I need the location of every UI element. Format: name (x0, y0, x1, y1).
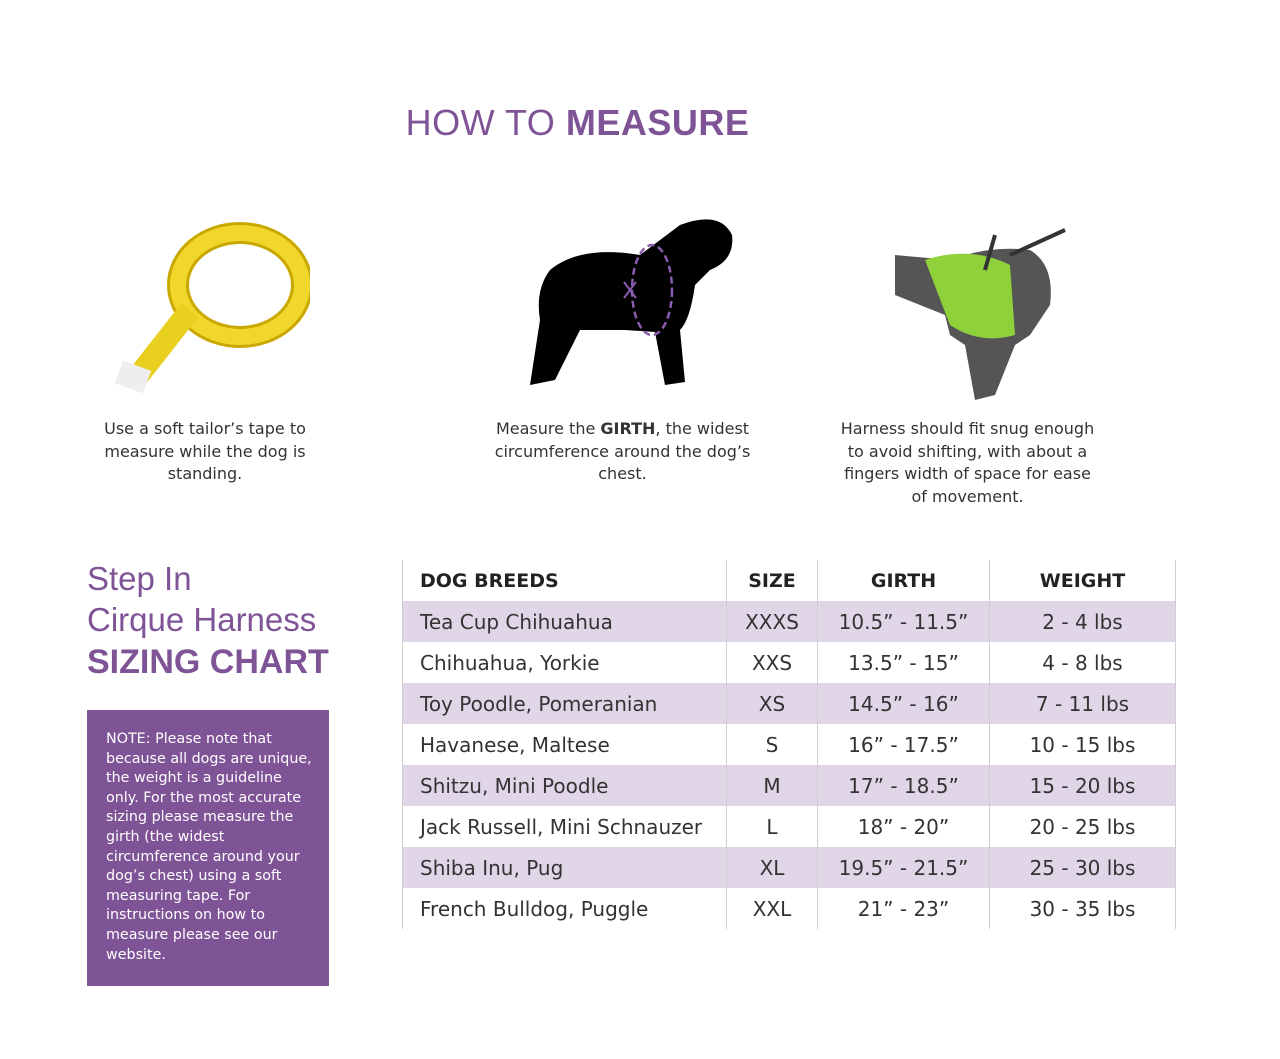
header-weight: WEIGHT (989, 560, 1176, 601)
cell-breed: Havanese, Maltese (402, 724, 727, 765)
caption-text: , the widest circumference around the do… (494, 419, 751, 483)
step-caption-harness: Harness should fit snug enough to avoid … (840, 419, 1095, 506)
table-header: DOG BREEDS SIZE GIRTH WEIGHT (402, 560, 1176, 601)
step-caption-girth: Measure the GIRTH, the widest circumfere… (485, 418, 760, 486)
title-bold: MEASURE (565, 102, 750, 143)
cell-breed: Chihuahua, Yorkie (402, 642, 727, 683)
table-row: Jack Russell, Mini Schnauzer L 18” - 20” 20… (402, 806, 1176, 847)
table-row: Chihuahua, Yorkie XXS 13.5” - 15” 4 - 8 lbs (402, 642, 1176, 683)
step-caption-tape: Use a soft tailor’s tape to measure whil… (104, 419, 306, 483)
dog-girth-icon (530, 219, 733, 385)
cell-weight: 30 - 35 lbs (989, 888, 1176, 929)
caption-bold: GIRTH (600, 419, 656, 438)
cell-size: XS (726, 683, 818, 724)
note-box: NOTE: Please note that because all dogs … (87, 710, 329, 986)
cell-weight: 4 - 8 lbs (989, 642, 1176, 683)
cell-girth: 10.5” - 11.5” (817, 601, 990, 642)
heading-line1: Step In (87, 560, 192, 597)
cell-size: XL (726, 847, 818, 888)
header-girth: GIRTH (817, 560, 990, 601)
header-size: SIZE (726, 560, 818, 601)
cell-weight: 2 - 4 lbs (989, 601, 1176, 642)
cell-girth: 16” - 17.5” (817, 724, 990, 765)
cell-size: XXXS (726, 601, 818, 642)
table-row: French Bulldog, Puggle XXL 21” - 23” 30 - 3… (402, 888, 1176, 929)
tape-measure-icon (114, 222, 310, 394)
table-row: Toy Poodle, Pomeranian XS 14.5” - 16” 7 - 1… (402, 683, 1176, 724)
cell-size: L (726, 806, 818, 847)
cell-breed: Toy Poodle, Pomeranian (402, 683, 727, 724)
cell-girth: 17” - 18.5” (817, 765, 990, 806)
dog-harness-icon (895, 228, 1066, 400)
cell-weight: 20 - 25 lbs (989, 806, 1176, 847)
cell-size: S (726, 724, 818, 765)
cell-weight: 10 - 15 lbs (989, 724, 1176, 765)
cell-breed: Shitzu, Mini Poodle (402, 765, 727, 806)
cell-breed: Jack Russell, Mini Schnauzer (402, 806, 727, 847)
cell-size: XXS (726, 642, 818, 683)
cell-girth: 18” - 20” (817, 806, 990, 847)
cell-weight: 15 - 20 lbs (989, 765, 1176, 806)
heading-line2: Cirque Harness (87, 601, 317, 638)
title-light: HOW TO (405, 102, 566, 143)
table-row: Havanese, Maltese S 16” - 17.5” 10 - 15 lbs (402, 724, 1176, 765)
cell-breed: Tea Cup Chihuahua (402, 601, 727, 642)
cell-girth: 19.5” - 21.5” (817, 847, 990, 888)
table-row: Shiba Inu, Pug XL 19.5” - 21.5” 25 - 30 lbs (402, 847, 1176, 888)
cell-breed: French Bulldog, Puggle (402, 888, 727, 929)
heading-line3: SIZING CHART (87, 643, 329, 681)
cell-size: M (726, 765, 818, 806)
cell-girth: 21” - 23” (817, 888, 990, 929)
cell-size: XXL (726, 888, 818, 929)
sizing-table: DOG BREEDS SIZE GIRTH WEIGHT Tea Cup Chi… (402, 560, 1176, 929)
page-title: HOW TO MEASURE (0, 102, 1155, 144)
table-row: Shitzu, Mini Poodle M 17” - 18.5” 15 - 20 l… (402, 765, 1176, 806)
header-breeds: DOG BREEDS (402, 560, 727, 601)
cell-breed: Shiba Inu, Pug (402, 847, 727, 888)
table-row: Tea Cup Chihuahua XXXS 10.5” - 11.5” 2 - 4 … (402, 601, 1176, 642)
cell-weight: 7 - 11 lbs (989, 683, 1176, 724)
caption-text: Measure the (495, 419, 601, 438)
cell-girth: 14.5” - 16” (817, 683, 990, 724)
cell-weight: 25 - 30 lbs (989, 847, 1176, 888)
cell-girth: 13.5” - 15” (817, 642, 990, 683)
sizing-heading: Step In Cirque Harness SIZING CHART (87, 558, 329, 684)
